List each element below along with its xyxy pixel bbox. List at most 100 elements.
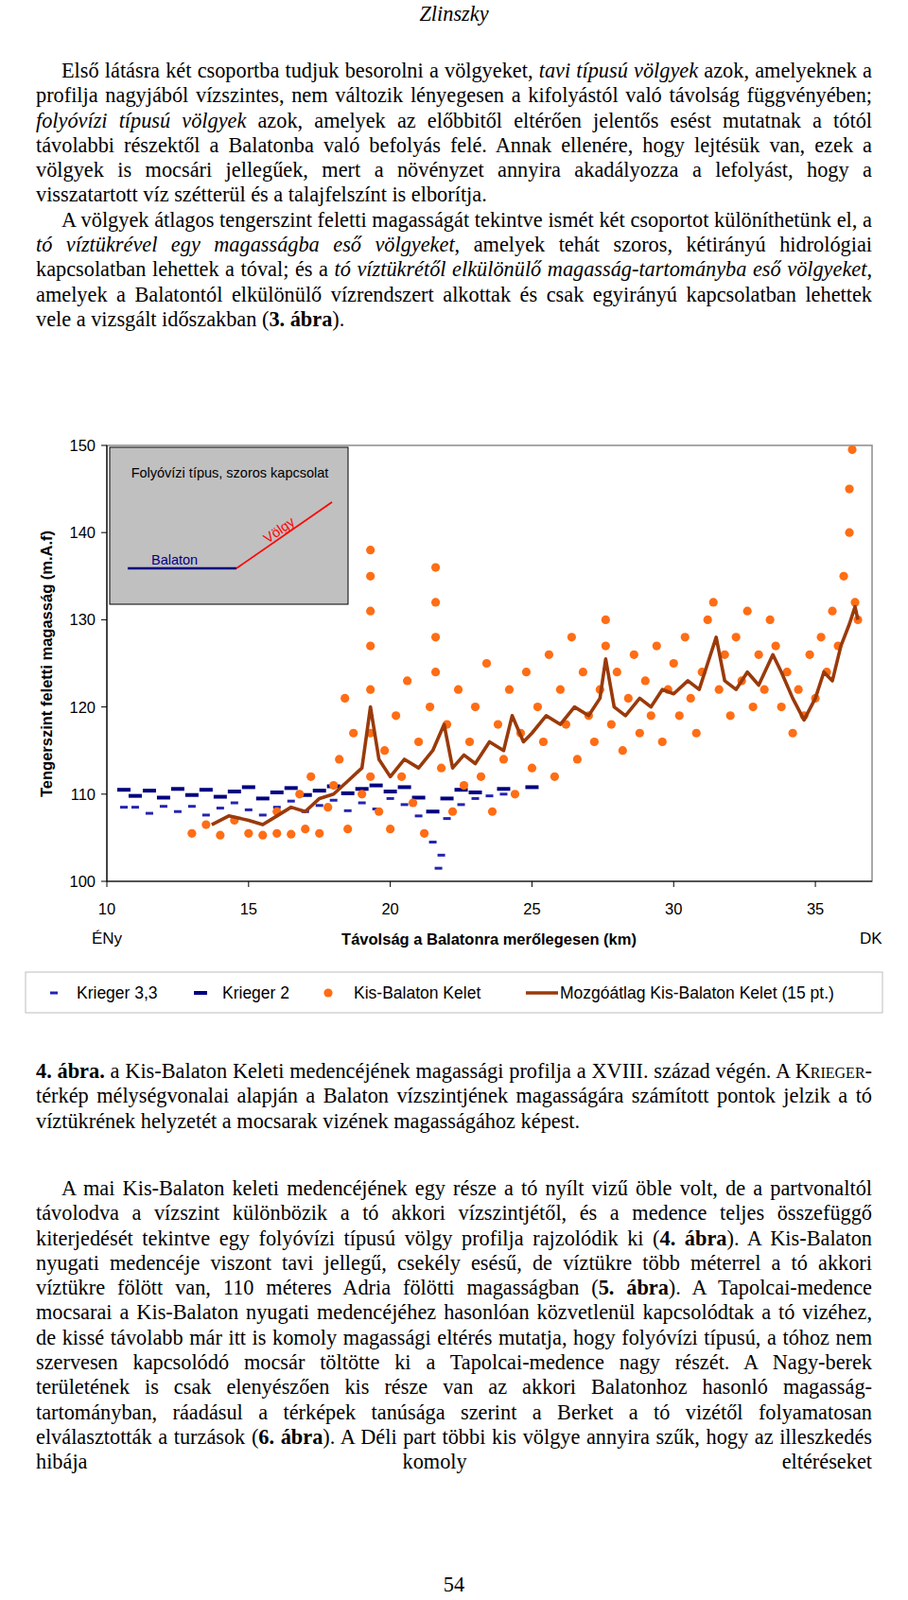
text-run: 6. ábra [258, 1425, 323, 1450]
text-run: 5. ábra [598, 1275, 669, 1300]
data-point [185, 793, 199, 798]
text-block: A mai Kis-Balaton keleti medencéjének eg… [35, 1176, 873, 1476]
data-point [349, 729, 358, 738]
y-tick-label: 140 [69, 523, 96, 542]
data-point [652, 641, 662, 650]
data-point [732, 632, 741, 642]
data-point [431, 632, 440, 642]
data-point [457, 803, 466, 806]
data-point [827, 607, 837, 616]
data-point [259, 813, 267, 817]
inset-box [109, 447, 349, 605]
running-header: Zlinszky [0, 0, 908, 29]
plot-frame [106, 445, 873, 882]
data-point [366, 545, 375, 555]
data-point [431, 667, 440, 677]
x-tick [531, 881, 533, 888]
data-point [295, 789, 304, 799]
text-run: 3. ábra [268, 307, 332, 332]
data-point [431, 597, 440, 607]
data-point [366, 641, 375, 650]
data-point [681, 632, 690, 642]
data-point [527, 764, 537, 773]
y-tick-label: 130 [69, 611, 96, 629]
data-point [384, 789, 398, 794]
data-point [469, 790, 483, 795]
data-point [510, 789, 520, 799]
x-tick [673, 881, 675, 888]
data-point [675, 711, 684, 720]
data-point [187, 829, 196, 839]
data-point [323, 803, 332, 812]
data-point [816, 632, 825, 642]
data-point [635, 729, 645, 738]
data-point [476, 772, 486, 782]
data-point [578, 667, 588, 677]
data-point [380, 746, 389, 755]
data-point [366, 572, 375, 581]
paragraph: 4. ábra. a Kis-Balaton Keleti medencéjén… [35, 1059, 873, 1135]
data-point [242, 785, 256, 789]
text-run: folyóvízi típusú völgyek [35, 108, 246, 133]
text-run: a Kis-Balaton Keleti medencéjének magass… [104, 1059, 796, 1083]
data-point [715, 685, 724, 695]
data-point [256, 796, 270, 801]
data-point [408, 798, 418, 807]
data-point [300, 824, 310, 834]
data-point [437, 854, 446, 857]
y-tick [101, 706, 107, 708]
data-point [488, 807, 497, 817]
data-point [401, 803, 409, 806]
data-point [436, 764, 446, 773]
data-point [844, 485, 854, 494]
data-point [618, 746, 628, 755]
text-run: ). [331, 307, 345, 332]
inset-valley-line [236, 502, 332, 569]
data-point [120, 805, 128, 809]
data-point [272, 829, 281, 839]
data-point [443, 817, 452, 821]
legend-label: Mozgóátlag Kis-Balaton Kelet (15 pt.) [559, 983, 835, 1003]
data-point [157, 795, 171, 800]
data-point [171, 786, 185, 791]
data-point [415, 814, 423, 818]
data-point [692, 729, 701, 738]
y-tick [101, 881, 107, 883]
data-point [145, 812, 154, 816]
data-point [493, 719, 503, 729]
data-point [385, 824, 395, 834]
data-point [306, 772, 315, 782]
data-point [131, 805, 140, 809]
y-tick [101, 619, 107, 621]
text-run: 4. ábra [660, 1226, 728, 1251]
inset-lake-line [127, 567, 237, 571]
legend-swatch [525, 991, 559, 996]
x-tick [106, 881, 108, 888]
data-point [658, 737, 667, 747]
data-point [496, 786, 510, 791]
data-point [391, 711, 401, 720]
data-point [258, 831, 267, 840]
y-tick-label: 150 [69, 436, 96, 454]
x-tick-label: 25 [523, 900, 541, 918]
data-point [330, 799, 338, 803]
data-point [533, 702, 542, 712]
data-point [374, 807, 384, 817]
data-point [471, 797, 480, 801]
y-tick [101, 445, 107, 447]
data-point [601, 641, 611, 650]
data-point [471, 702, 480, 712]
data-point [313, 788, 327, 793]
x-tick-label: 10 [98, 900, 116, 918]
legend-swatch [323, 988, 332, 997]
data-point [398, 785, 412, 789]
data-point [749, 702, 758, 712]
data-point [539, 737, 548, 747]
text-run: A völgyek átlagos tengerszint feletti ma… [61, 208, 873, 232]
y-tick [101, 793, 107, 795]
data-point [334, 754, 344, 764]
x-tick [815, 881, 817, 888]
data-point [213, 795, 227, 800]
direction-label: DK [859, 929, 883, 948]
data-point [709, 597, 718, 607]
